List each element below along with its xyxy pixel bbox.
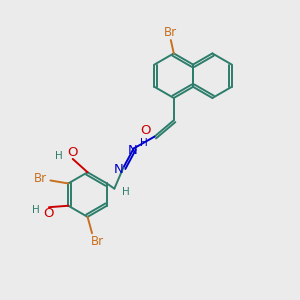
Text: H: H: [122, 187, 130, 196]
Text: N: N: [114, 163, 124, 176]
Text: O: O: [67, 146, 77, 159]
Text: Br: Br: [91, 235, 104, 248]
Text: H: H: [140, 138, 148, 148]
Text: Br: Br: [164, 26, 177, 39]
Text: O: O: [43, 207, 54, 220]
Text: H: H: [56, 151, 63, 161]
Text: H: H: [32, 205, 40, 215]
Text: O: O: [140, 124, 151, 137]
Text: N: N: [127, 143, 137, 157]
Text: Br: Br: [34, 172, 46, 185]
